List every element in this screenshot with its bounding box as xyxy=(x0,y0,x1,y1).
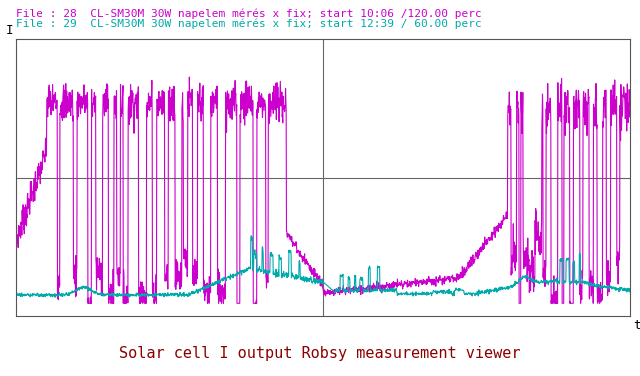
Text: File : 29  CL-SM30M 30W napelem mérés x fix; start 12:39 / 60.00 perc: File : 29 CL-SM30M 30W napelem mérés x f… xyxy=(16,19,482,29)
Text: Solar cell I output Robsy measurement viewer: Solar cell I output Robsy measurement vi… xyxy=(119,346,521,361)
Text: File : 28  CL-SM30M 30W napelem mérés x fix; start 10:06 /120.00 perc: File : 28 CL-SM30M 30W napelem mérés x f… xyxy=(16,8,482,19)
Text: I: I xyxy=(5,24,13,37)
Text: t: t xyxy=(634,318,640,332)
